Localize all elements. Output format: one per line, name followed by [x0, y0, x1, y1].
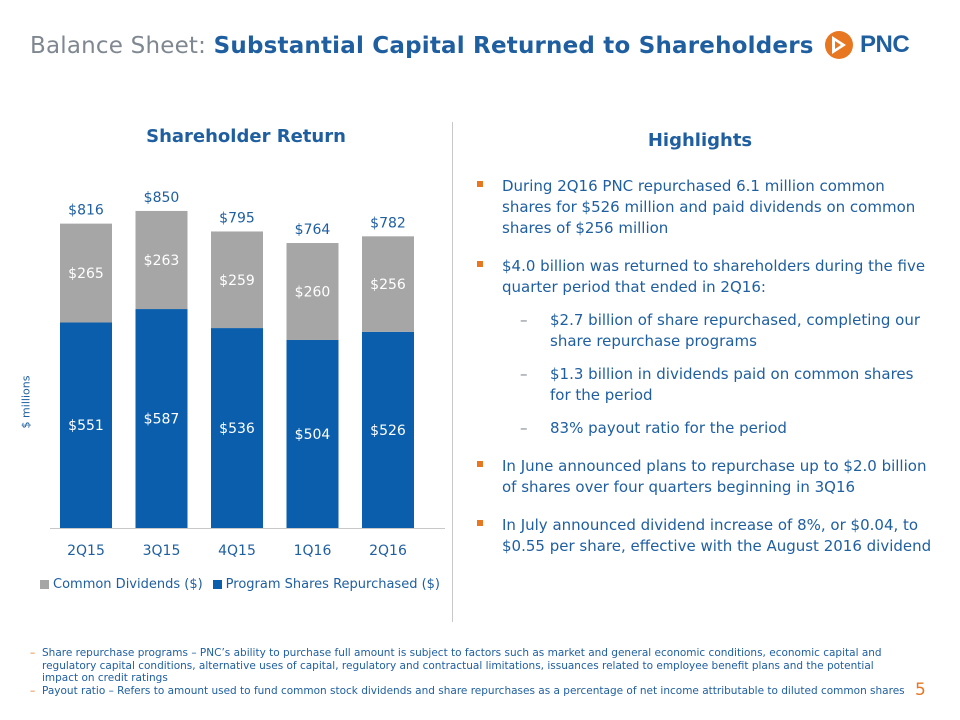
data-label-repurchased-3Q15: $587: [144, 412, 180, 428]
bar-dividends-4Q15: [211, 231, 263, 329]
total-label-1Q16: $764: [295, 222, 331, 238]
page-number: 5: [915, 680, 926, 700]
x-tick-label-1Q16: 1Q16: [294, 543, 332, 559]
bar-dividends-2Q15: [60, 223, 112, 323]
data-label-dividends-3Q15: $263: [144, 253, 180, 269]
highlight-text-2: $4.0 billion was returned to shareholder…: [502, 257, 926, 296]
bar-repurchased-3Q15: [135, 309, 188, 528]
chart-legend: Common Dividends ($) Program Shares Repu…: [40, 577, 450, 592]
data-label-repurchased-4Q15: $536: [219, 421, 255, 437]
data-label-dividends-4Q15: $259: [219, 273, 255, 289]
highlight-bullet-1: During 2Q16 PNC repurchased 6.1 million …: [476, 176, 936, 239]
bar-repurchased-4Q15: [211, 328, 263, 528]
pnc-logo-icon: [825, 31, 853, 59]
legend-swatch-repurchased: [212, 580, 222, 589]
highlight-text-4: In July announced dividend increase of 8…: [502, 516, 932, 555]
bullet-marker: [477, 520, 483, 526]
legend-swatch-dividends: [40, 580, 49, 589]
highlight-bullet-3: In June announced plans to repurchase up…: [476, 456, 936, 498]
data-label-repurchased-2Q15: $551: [68, 418, 104, 434]
bar-dividends-2Q16: [362, 236, 414, 332]
x-tick-label-3Q15: 3Q15: [143, 543, 181, 559]
bullet-marker: [477, 261, 483, 267]
x-tick-label-2Q16: 2Q16: [369, 543, 407, 559]
chart-title: Shareholder Return: [146, 126, 346, 147]
footnote-text-2: Payout ratio – Refers to amount used to …: [42, 684, 905, 697]
highlight-sub-text-2: $1.3 billion in dividends paid on common…: [550, 365, 914, 404]
data-label-repurchased-1Q16: $504: [295, 427, 331, 443]
sub-dash: –: [520, 419, 528, 437]
highlight-sub-1: – $2.7 billion of share repurchased, com…: [502, 310, 936, 352]
highlight-sub-3: – 83% payout ratio for the period: [502, 418, 936, 439]
footnotes: – Share repurchase programs – PNC’s abil…: [30, 647, 910, 697]
logo-text: PNC: [860, 31, 910, 58]
pnc-logo: PNC: [824, 28, 910, 62]
data-label-dividends-2Q15: $265: [68, 266, 104, 282]
total-label-3Q15: $850: [144, 190, 180, 206]
bar-repurchased-2Q16: [362, 331, 414, 528]
bar-dividends-3Q15: [135, 210, 188, 310]
legend-item-dividends: Common Dividends ($): [40, 577, 203, 592]
total-label-4Q15: $795: [219, 210, 255, 226]
footnote-1: – Share repurchase programs – PNC’s abil…: [30, 647, 910, 685]
data-label-dividends-1Q16: $260: [295, 285, 331, 301]
data-label-dividends-2Q16: $256: [370, 277, 406, 293]
highlight-text-1: During 2Q16 PNC repurchased 6.1 million …: [502, 177, 916, 237]
legend-label-dividends: Common Dividends ($): [53, 577, 203, 592]
footnote-text-1: Share repurchase programs – PNC’s abilit…: [42, 647, 882, 684]
footnote-2: – Payout ratio – Refers to amount used t…: [30, 685, 910, 698]
x-tick-label-4Q15: 4Q15: [218, 543, 256, 559]
title-main: Substantial Capital Returned to Sharehol…: [213, 33, 814, 59]
x-tick-label-2Q15: 2Q15: [67, 543, 105, 559]
highlight-sub-text-3: 83% payout ratio for the period: [550, 419, 787, 437]
legend-item-repurchased: Program Shares Repurchased ($): [212, 577, 440, 592]
total-label-2Q16: $782: [370, 215, 406, 231]
highlight-sub-text-1: $2.7 billion of share repurchased, compl…: [550, 311, 921, 350]
highlight-bullet-4: In July announced dividend increase of 8…: [476, 515, 936, 557]
highlight-sub-2: – $1.3 billion in dividends paid on comm…: [502, 364, 936, 406]
highlight-bullet-2: $4.0 billion was returned to shareholder…: [476, 256, 936, 439]
footnote-dash: –: [30, 647, 36, 659]
vertical-divider: [452, 122, 453, 622]
y-axis-label: $ millions: [19, 375, 33, 429]
bar-repurchased-1Q16: [286, 340, 339, 528]
legend-label-repurchased: Program Shares Repurchased ($): [225, 577, 440, 592]
highlight-text-3: In June announced plans to repurchase up…: [502, 457, 927, 496]
sub-dash: –: [520, 365, 528, 383]
highlight-sub-list: – $2.7 billion of share repurchased, com…: [476, 310, 936, 439]
highlights-list: During 2Q16 PNC repurchased 6.1 million …: [476, 176, 936, 574]
bar-repurchased-2Q15: [60, 322, 112, 528]
bullet-marker: [477, 181, 483, 187]
total-label-2Q15: $816: [68, 203, 104, 219]
page-title: Balance Sheet: Substantial Capital Retur…: [30, 30, 814, 62]
sub-dash: –: [520, 311, 528, 329]
data-label-repurchased-2Q16: $526: [370, 423, 406, 439]
highlights-title: Highlights: [647, 130, 753, 151]
bullet-marker: [477, 461, 483, 467]
footnote-dash: –: [30, 684, 36, 697]
shareholder-return-chart: $551 $265 $816 2Q15 $587 $263 $850 3Q15 $536 $259…: [50, 190, 445, 559]
title-prefix: Balance Sheet:: [30, 33, 207, 59]
bar-dividends-1Q16: [286, 243, 339, 341]
